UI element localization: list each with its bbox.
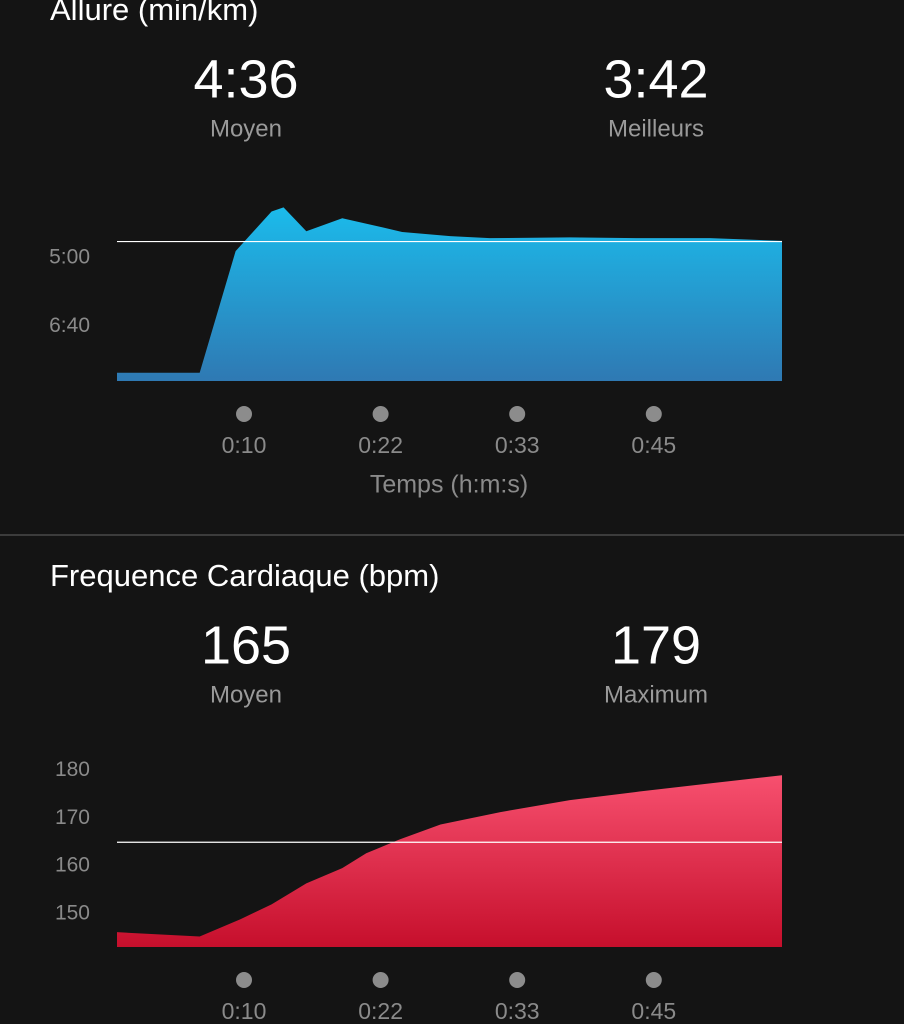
- stat-value: 179: [611, 615, 701, 675]
- x-tick-dot: [372, 972, 389, 988]
- x-tick-label: 0:10: [222, 432, 267, 458]
- y-tick-label: 150: [55, 902, 90, 925]
- stat-name: Moyen: [210, 681, 282, 708]
- x-tick-label: 0:22: [358, 998, 403, 1024]
- y-tick-label: 170: [55, 806, 90, 829]
- x-tick-dot: [645, 972, 662, 988]
- y-tick-label: 6:40: [49, 314, 90, 337]
- stat-value: 165: [201, 615, 291, 675]
- x-tick-label: 0:33: [495, 998, 540, 1024]
- stat-value: 3:42: [603, 49, 708, 109]
- x-tick-label: 0:33: [495, 432, 540, 458]
- chart-title: Allure (min/km): [50, 0, 258, 27]
- x-tick-dot: [509, 406, 526, 422]
- x-tick-label: 0:45: [631, 432, 676, 458]
- area: [117, 207, 782, 381]
- y-tick-label: 5:00: [49, 245, 90, 268]
- stat-name: Meilleurs: [608, 115, 704, 142]
- x-tick-dot: [645, 406, 662, 422]
- area: [117, 775, 782, 947]
- x-tick-label: 0:10: [222, 998, 267, 1024]
- stat-name: Moyen: [210, 115, 282, 142]
- x-tick-dot: [509, 972, 526, 988]
- chart-title: Frequence Cardiaque (bpm): [50, 558, 439, 593]
- x-tick-label: 0:45: [631, 998, 676, 1024]
- x-tick-dot: [236, 972, 253, 988]
- x-tick-dot: [372, 406, 389, 422]
- x-tick-dot: [236, 406, 253, 422]
- x-tick-label: 0:22: [358, 432, 403, 458]
- y-tick-label: 160: [55, 854, 90, 877]
- y-tick-label: 180: [55, 758, 90, 781]
- stat-value: 4:36: [193, 49, 298, 109]
- x-axis-label: Temps (h:m:s): [370, 471, 528, 499]
- stat-name: Maximum: [604, 681, 708, 708]
